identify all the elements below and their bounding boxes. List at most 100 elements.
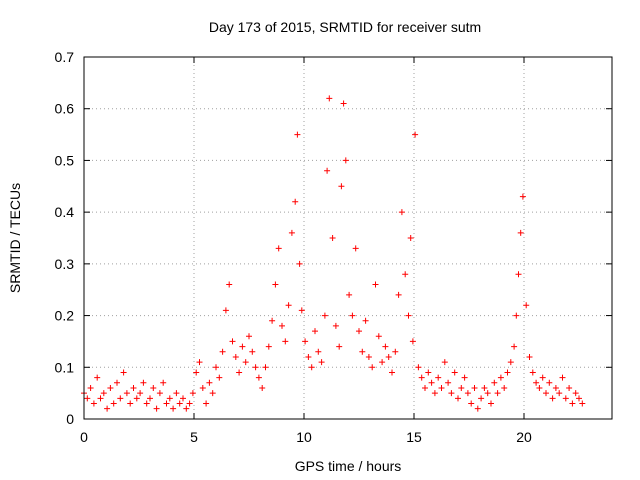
- data-point: [511, 343, 518, 350]
- data-point: [513, 312, 520, 319]
- data-point: [346, 291, 353, 298]
- data-point: [464, 390, 471, 397]
- data-point: [407, 235, 414, 241]
- data-point: [468, 400, 475, 407]
- data-point: [107, 384, 114, 391]
- data-point: [229, 338, 236, 345]
- data-point: [338, 183, 345, 190]
- data-point: [196, 359, 203, 366]
- data-point: [326, 95, 333, 102]
- data-point: [398, 209, 405, 216]
- data-point: [546, 379, 553, 386]
- data-point: [133, 395, 140, 402]
- y-tick-label: 0.3: [55, 256, 75, 272]
- data-point: [203, 400, 210, 407]
- data-point: [504, 369, 511, 376]
- x-axis-label: GPS time / hours: [295, 458, 402, 474]
- data-point: [461, 374, 468, 381]
- data-point: [294, 131, 301, 138]
- data-point: [308, 364, 315, 371]
- data-point: [385, 353, 392, 360]
- data-point: [389, 369, 395, 376]
- data-point: [536, 384, 543, 391]
- x-tick-label: 5: [190, 429, 198, 445]
- data-point: [533, 379, 540, 386]
- data-point: [239, 343, 246, 350]
- data-point: [332, 322, 339, 329]
- axis-ticks: 0 0.1 0.2 0.3 0.4 0.5 0.6 0.7 0 5 10 15 20: [55, 49, 612, 445]
- chart-title: Day 173 of 2015, SRMTID for receiver sut…: [209, 19, 481, 35]
- data-point: [259, 384, 266, 391]
- data-point: [279, 322, 285, 329]
- data-point: [559, 374, 566, 381]
- data-point: [359, 348, 366, 355]
- data-point: [296, 260, 303, 267]
- data-point: [143, 400, 150, 407]
- y-axis-label: SRMTID / TECUs: [7, 183, 23, 293]
- data-point: [340, 100, 347, 107]
- data-point: [305, 353, 312, 360]
- data-point: [579, 400, 586, 407]
- data-point: [455, 395, 461, 402]
- data-point: [352, 245, 359, 252]
- data-point: [123, 390, 130, 397]
- data-point: [471, 384, 478, 391]
- data-point: [552, 384, 559, 391]
- data-point: [519, 193, 526, 200]
- data-point: [292, 198, 299, 205]
- data-point: [539, 374, 546, 381]
- data-point: [507, 359, 514, 366]
- y-tick-label: 0.6: [55, 101, 75, 117]
- data-point: [497, 374, 504, 381]
- data-point: [529, 369, 536, 376]
- data-point: [84, 395, 91, 402]
- grid: [84, 57, 612, 419]
- data-point: [576, 395, 582, 402]
- data-point: [232, 353, 239, 360]
- data-point: [491, 379, 498, 386]
- data-point: [180, 395, 186, 402]
- data-point: [428, 379, 435, 386]
- data-point: [451, 369, 458, 376]
- data-point: [163, 400, 170, 407]
- data-point: [285, 302, 292, 309]
- data-point: [517, 229, 524, 236]
- x-tick-label: 10: [296, 429, 312, 445]
- data-point: [441, 359, 448, 366]
- data-point: [402, 271, 409, 278]
- data-point: [431, 390, 438, 397]
- data-point: [127, 400, 134, 407]
- y-tick-label: 0: [66, 411, 74, 427]
- data-point: [104, 405, 111, 412]
- data-point: [186, 400, 193, 407]
- data-point: [199, 384, 206, 391]
- data-point: [484, 390, 491, 397]
- data-point: [114, 379, 120, 386]
- data-point: [209, 390, 216, 397]
- data-point: [275, 245, 282, 252]
- data-point: [458, 384, 465, 391]
- data-point: [572, 390, 579, 397]
- data-point: [445, 379, 452, 386]
- data-point: [262, 364, 269, 371]
- data-point: [137, 390, 144, 397]
- y-tick-label: 0.7: [55, 49, 75, 65]
- data-point: [418, 374, 425, 381]
- data-point: [438, 384, 445, 391]
- data-point: [312, 328, 318, 335]
- data-point: [87, 384, 94, 391]
- data-point: [336, 343, 343, 350]
- data-points: [81, 95, 586, 412]
- data-point: [435, 374, 442, 381]
- data-point: [324, 167, 331, 174]
- data-point: [375, 333, 382, 340]
- data-point: [242, 359, 249, 366]
- data-point: [409, 338, 416, 345]
- data-point: [97, 395, 104, 402]
- y-tick-label: 0.1: [55, 359, 75, 375]
- data-point: [150, 384, 157, 391]
- data-point: [405, 312, 412, 319]
- data-point: [395, 291, 402, 298]
- y-tick-label: 0.2: [55, 308, 75, 324]
- data-point: [236, 369, 243, 376]
